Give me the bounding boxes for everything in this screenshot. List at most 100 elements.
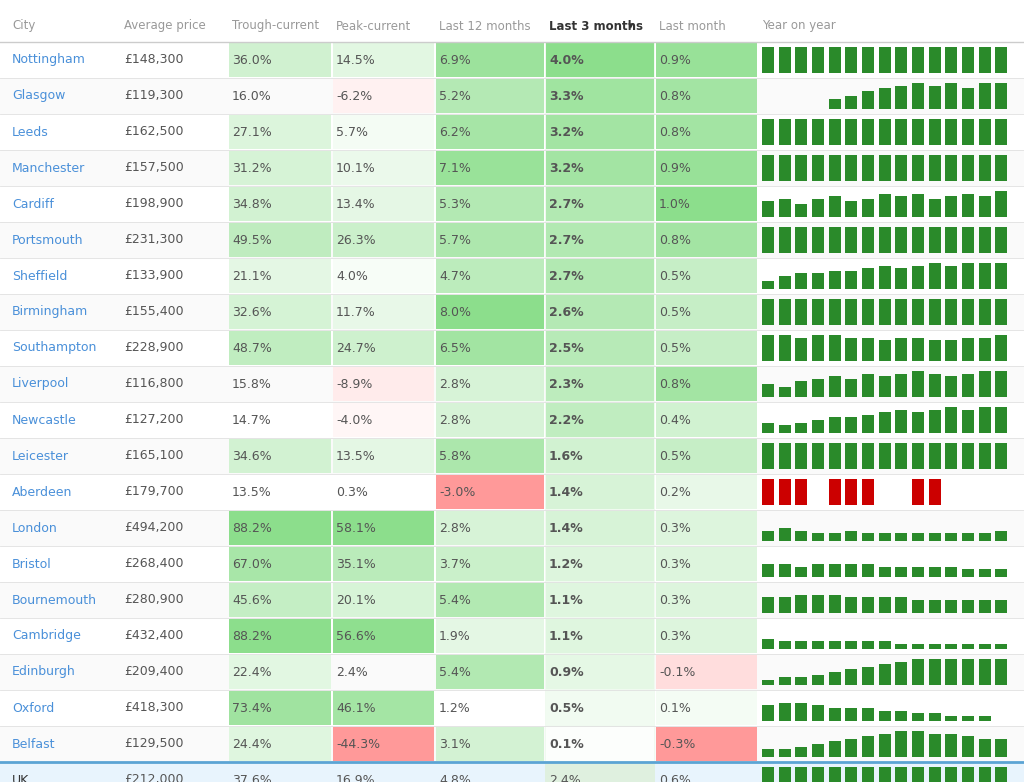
Text: Edinburgh: Edinburgh <box>12 665 76 679</box>
Bar <box>778 119 791 145</box>
Bar <box>862 414 874 433</box>
Bar <box>862 199 874 217</box>
Text: 1.4%: 1.4% <box>549 486 584 498</box>
Bar <box>995 407 1008 433</box>
Bar <box>656 295 757 329</box>
Bar <box>846 564 857 577</box>
Text: 0.5%: 0.5% <box>659 306 691 318</box>
Text: 13.5%: 13.5% <box>232 486 271 498</box>
Bar <box>912 659 924 685</box>
Text: Aberdeen: Aberdeen <box>12 486 73 498</box>
Text: Leicester: Leicester <box>12 450 69 462</box>
Bar <box>862 597 874 613</box>
Bar <box>546 511 654 545</box>
Text: 0.9%: 0.9% <box>549 665 584 679</box>
Bar <box>436 223 544 257</box>
Bar <box>436 43 544 77</box>
Bar <box>846 669 857 685</box>
Bar <box>979 407 990 433</box>
Text: 2.7%: 2.7% <box>549 270 584 282</box>
Bar <box>762 531 774 541</box>
Bar <box>912 567 924 577</box>
Bar <box>812 274 824 289</box>
Text: 2.4%: 2.4% <box>336 665 368 679</box>
Bar <box>945 533 957 541</box>
Bar <box>945 644 957 649</box>
Text: 5.8%: 5.8% <box>439 450 471 462</box>
Bar <box>879 376 891 397</box>
Bar <box>762 384 774 397</box>
Bar <box>333 583 434 617</box>
Text: 0.9%: 0.9% <box>659 162 691 174</box>
Text: 1.2%: 1.2% <box>549 558 584 571</box>
Bar <box>995 119 1008 145</box>
Text: 0.5%: 0.5% <box>549 701 584 715</box>
Bar <box>912 266 924 289</box>
Bar <box>229 583 331 617</box>
Bar <box>962 410 974 433</box>
Text: 26.3%: 26.3% <box>336 234 376 246</box>
Text: Last month: Last month <box>659 20 726 33</box>
Bar <box>656 619 757 653</box>
Bar <box>656 223 757 257</box>
Text: 48.7%: 48.7% <box>232 342 272 354</box>
Text: 0.6%: 0.6% <box>659 773 691 782</box>
Bar <box>962 443 974 469</box>
Bar <box>979 338 990 361</box>
Text: Portsmouth: Portsmouth <box>12 234 84 246</box>
Bar <box>545 42 655 78</box>
Text: 3.7%: 3.7% <box>439 558 471 571</box>
Text: £179,700: £179,700 <box>124 486 183 498</box>
Bar <box>796 204 807 217</box>
Bar <box>995 659 1008 685</box>
Text: 3.2%: 3.2% <box>549 162 584 174</box>
Bar <box>862 443 874 469</box>
Bar <box>828 299 841 325</box>
Text: Leeds: Leeds <box>12 125 49 138</box>
Bar <box>879 443 891 469</box>
Bar <box>846 418 857 433</box>
Bar <box>545 690 655 726</box>
Text: Peak-current: Peak-current <box>336 20 412 33</box>
Bar <box>333 511 434 545</box>
Bar <box>546 727 654 761</box>
Bar <box>333 43 434 77</box>
Bar <box>778 528 791 541</box>
Bar <box>846 378 857 397</box>
Bar <box>846 739 857 757</box>
Text: Glasgow: Glasgow <box>12 89 66 102</box>
Bar <box>546 115 654 149</box>
Bar <box>762 680 774 685</box>
Bar <box>962 533 974 541</box>
Text: 1.6%: 1.6% <box>549 450 584 462</box>
Bar <box>962 338 974 361</box>
Bar <box>929 263 941 289</box>
Text: Bristol: Bristol <box>12 558 52 571</box>
Text: City: City <box>12 20 36 33</box>
Bar <box>778 703 791 721</box>
Bar <box>929 767 941 782</box>
Bar <box>436 727 544 761</box>
Bar <box>546 187 654 221</box>
Bar <box>828 119 841 145</box>
Bar <box>545 114 655 150</box>
Bar <box>762 564 774 577</box>
Bar <box>945 716 957 721</box>
Bar <box>828 335 841 361</box>
Bar <box>229 115 331 149</box>
Bar <box>333 367 434 401</box>
Bar <box>846 299 857 325</box>
Bar <box>656 727 757 761</box>
Bar <box>912 155 924 181</box>
Text: £212,000: £212,000 <box>124 773 183 782</box>
Bar <box>333 115 434 149</box>
Text: 0.9%: 0.9% <box>659 53 691 66</box>
Bar <box>895 47 907 73</box>
Bar <box>812 767 824 782</box>
Bar <box>812 595 824 613</box>
Bar <box>862 708 874 721</box>
Bar <box>828 47 841 73</box>
Bar <box>995 263 1008 289</box>
Bar <box>879 711 891 721</box>
Bar <box>545 150 655 186</box>
